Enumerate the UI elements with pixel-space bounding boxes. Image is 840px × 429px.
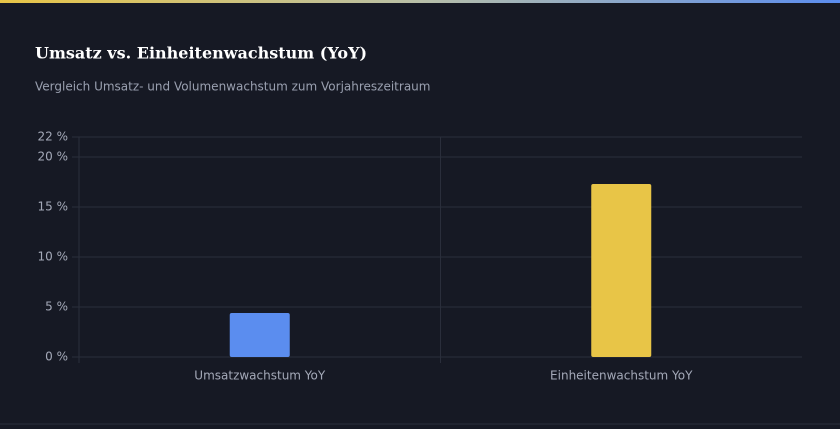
y-tick-label: 10 %: [38, 250, 69, 264]
accent-bar: [0, 0, 840, 3]
y-tick-label: 5 %: [45, 300, 68, 314]
y-tick-label: 22 %: [38, 130, 69, 144]
x-tick-label: Umsatzwachstum YoY: [194, 369, 326, 383]
bar: [591, 184, 652, 357]
bar: [229, 313, 290, 357]
y-tick-label: 20 %: [38, 150, 69, 164]
plot: 0 % 5 % 10 % 15 % 20 % 22 % Umsatzwachstum YoY…: [38, 130, 802, 383]
x-tick-label: Einheitenwachstum YoY: [550, 369, 693, 383]
y-tick-label: 15 %: [38, 200, 69, 214]
chart-title: Umsatz vs. Einheitenwachstum (YoY): [35, 44, 367, 63]
chart-subtitle: Vergleich Umsatz- und Volumenwachstum zu…: [35, 80, 430, 94]
y-tick-label: 0 %: [45, 350, 68, 364]
